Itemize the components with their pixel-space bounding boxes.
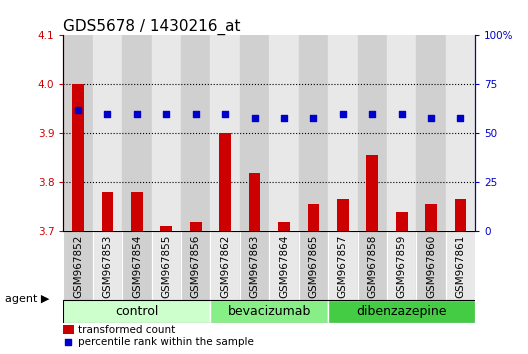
- Point: [427, 115, 435, 120]
- Bar: [328, 231, 357, 300]
- Text: bevacizumab: bevacizumab: [228, 305, 311, 318]
- Point: [338, 111, 347, 116]
- Text: GSM967865: GSM967865: [308, 235, 318, 298]
- Point: [64, 339, 72, 344]
- Text: GDS5678 / 1430216_at: GDS5678 / 1430216_at: [63, 19, 241, 35]
- Point: [192, 111, 200, 116]
- Bar: [93, 35, 122, 231]
- Bar: [181, 231, 211, 300]
- Bar: [417, 231, 446, 300]
- Bar: [122, 231, 152, 300]
- Bar: [328, 300, 475, 324]
- Point: [456, 115, 465, 120]
- Bar: [152, 35, 181, 231]
- Point: [309, 115, 318, 120]
- Bar: [72, 84, 84, 231]
- Bar: [337, 200, 348, 231]
- Text: GSM967861: GSM967861: [456, 235, 466, 298]
- Bar: [219, 133, 231, 231]
- Bar: [269, 231, 299, 300]
- Text: control: control: [115, 305, 158, 318]
- Point: [398, 111, 406, 116]
- Text: GSM967857: GSM967857: [338, 235, 348, 298]
- Point: [368, 111, 376, 116]
- Bar: [387, 35, 417, 231]
- Point: [103, 111, 112, 116]
- Bar: [190, 222, 202, 231]
- Text: agent ▶: agent ▶: [5, 294, 50, 304]
- Text: GSM967856: GSM967856: [191, 235, 201, 298]
- Bar: [63, 300, 211, 324]
- Text: GSM967863: GSM967863: [250, 235, 260, 298]
- Bar: [101, 192, 114, 231]
- Text: dibenzazepine: dibenzazepine: [356, 305, 447, 318]
- Text: GSM967853: GSM967853: [102, 235, 112, 298]
- Bar: [161, 227, 172, 231]
- Bar: [181, 35, 211, 231]
- Bar: [240, 231, 269, 300]
- Text: percentile rank within the sample: percentile rank within the sample: [78, 337, 253, 347]
- Bar: [131, 192, 143, 231]
- Bar: [417, 35, 446, 231]
- Point: [280, 115, 288, 120]
- Text: GSM967862: GSM967862: [220, 235, 230, 298]
- Text: GSM967854: GSM967854: [132, 235, 142, 298]
- Bar: [299, 231, 328, 300]
- Bar: [446, 231, 475, 300]
- Point: [162, 111, 171, 116]
- Bar: [122, 35, 152, 231]
- Bar: [152, 231, 181, 300]
- Bar: [446, 35, 475, 231]
- Bar: [211, 35, 240, 231]
- Text: GSM967858: GSM967858: [367, 235, 377, 298]
- Bar: [63, 35, 93, 231]
- Point: [250, 115, 259, 120]
- Bar: [387, 231, 417, 300]
- Bar: [93, 231, 122, 300]
- Point: [133, 111, 141, 116]
- Text: GSM967852: GSM967852: [73, 235, 83, 298]
- Point: [74, 107, 82, 113]
- Bar: [357, 35, 387, 231]
- Bar: [249, 172, 260, 231]
- Bar: [307, 204, 319, 231]
- Text: GSM967860: GSM967860: [426, 235, 436, 298]
- Bar: [425, 204, 437, 231]
- Bar: [366, 155, 378, 231]
- Bar: [299, 35, 328, 231]
- Text: GSM967864: GSM967864: [279, 235, 289, 298]
- Bar: [211, 231, 240, 300]
- Bar: [211, 300, 328, 324]
- Bar: [455, 200, 466, 231]
- Bar: [63, 325, 74, 334]
- Bar: [278, 222, 290, 231]
- Bar: [240, 35, 269, 231]
- Text: GSM967859: GSM967859: [397, 235, 407, 298]
- Text: transformed count: transformed count: [78, 325, 175, 335]
- Bar: [357, 231, 387, 300]
- Bar: [328, 35, 357, 231]
- Bar: [269, 35, 299, 231]
- Text: GSM967855: GSM967855: [162, 235, 171, 298]
- Bar: [63, 231, 93, 300]
- Bar: [396, 212, 408, 231]
- Point: [221, 111, 229, 116]
